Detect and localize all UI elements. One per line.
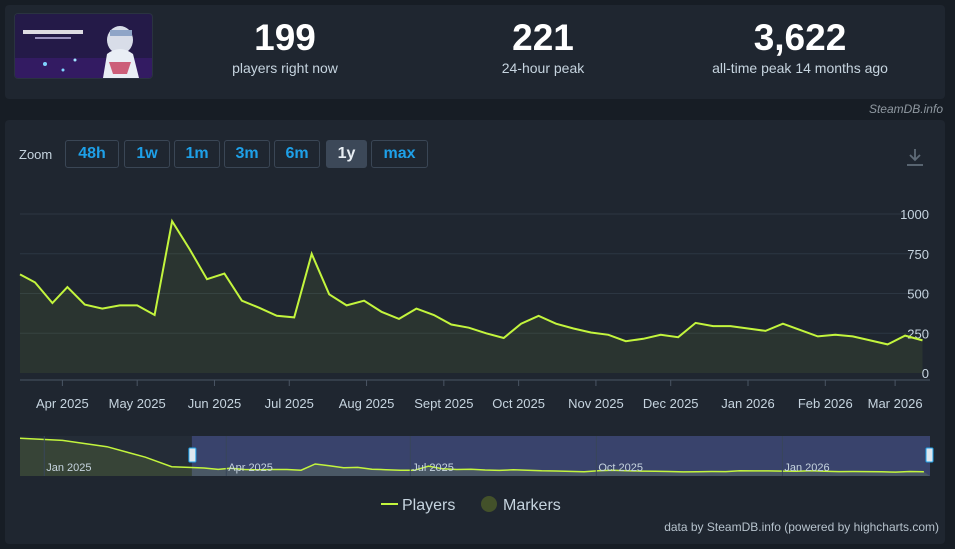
x-tick-label: Dec 2025	[643, 396, 699, 411]
navigator-label: Apr 2025	[228, 462, 273, 474]
navigator-line	[19, 437, 924, 473]
stat-alltime-peak: 3,622 all-time peak 14 months ago	[690, 17, 910, 77]
x-tick-label: Feb 2026	[798, 396, 853, 411]
steamdb-credit[interactable]: SteamDB.info	[868, 102, 943, 116]
current-players-label: players right now	[232, 60, 338, 76]
game-artwork	[15, 14, 152, 78]
x-tick-label: Nov 2025	[568, 396, 624, 411]
y-tick-label: 500	[907, 287, 929, 302]
y-tick-label: 1000	[900, 207, 929, 222]
players-area-fill	[20, 221, 923, 373]
stat-current-players: 199 players right now	[205, 17, 365, 77]
zoom-button-1w[interactable]: 1w	[124, 140, 170, 168]
y-tick-label: 750	[907, 247, 929, 262]
legend: Players Markers	[381, 496, 561, 514]
x-tick-label: Jun 2025	[188, 396, 242, 411]
navigator-label: Jan 2026	[784, 462, 829, 474]
zoom-button-6m[interactable]: 6m	[274, 140, 320, 168]
zoom-button-max[interactable]: max	[371, 140, 428, 168]
navigator-handle-right[interactable]	[925, 447, 934, 463]
navigator-selection[interactable]	[191, 436, 930, 476]
navigator-label: Jan 2025	[46, 462, 91, 474]
navigator-handle-left[interactable]	[188, 447, 197, 463]
x-axis: Apr 2025 May 2025 Jun 2025 Jul 2025 Aug 2025…	[20, 379, 930, 411]
x-tick-label: Sept 2025	[414, 396, 473, 411]
legend-players-label[interactable]: Players	[402, 497, 455, 514]
current-players-value: 199	[254, 17, 316, 58]
alltime-peak-value: 3,622	[753, 17, 847, 58]
zoom-label: Zoom	[19, 147, 53, 162]
x-tick-label: Jul 2025	[265, 396, 314, 411]
zoom-button-1m[interactable]: 1m	[174, 140, 220, 168]
x-tick-label: Apr 2025	[36, 396, 89, 411]
x-tick-label: Aug 2025	[339, 396, 395, 411]
legend-markers-label[interactable]: Markers	[503, 497, 561, 514]
peak-24h-value: 221	[512, 17, 574, 58]
footer-credit[interactable]: data by SteamDB.info (powered by highcha…	[664, 520, 939, 534]
x-tick-label: Jan 2026	[721, 396, 775, 411]
alltime-peak-label: all-time peak 14 months ago	[712, 60, 888, 76]
zoom-button-1y[interactable]: 1y	[326, 140, 367, 168]
grid-lines	[20, 213, 930, 334]
zoom-button-48h[interactable]: 48h	[65, 140, 119, 168]
peak-24h-label: 24-hour peak	[501, 60, 585, 76]
navigator-label: Jul 2025	[412, 462, 454, 474]
y-tick-label: 0	[922, 366, 929, 381]
zoom-button-3m[interactable]: 3m	[224, 140, 270, 168]
x-tick-label: Mar 2026	[868, 396, 923, 411]
legend-markers-swatch	[481, 496, 497, 512]
navigator-label: Oct 2025	[598, 462, 643, 474]
game-capsule-image[interactable]	[15, 14, 152, 78]
stats-bar	[5, 5, 945, 99]
x-tick-label: May 2025	[109, 396, 166, 411]
navigator[interactable]: Jan 2025 Apr 2025 Jul 2025 Oct 2025 Jan 2026	[19, 436, 934, 476]
stat-24h-peak: 221 24-hour peak	[463, 17, 623, 77]
players-series-line[interactable]	[19, 218, 923, 346]
x-tick-label: Oct 2025	[492, 396, 545, 411]
download-icon[interactable]	[904, 146, 926, 168]
